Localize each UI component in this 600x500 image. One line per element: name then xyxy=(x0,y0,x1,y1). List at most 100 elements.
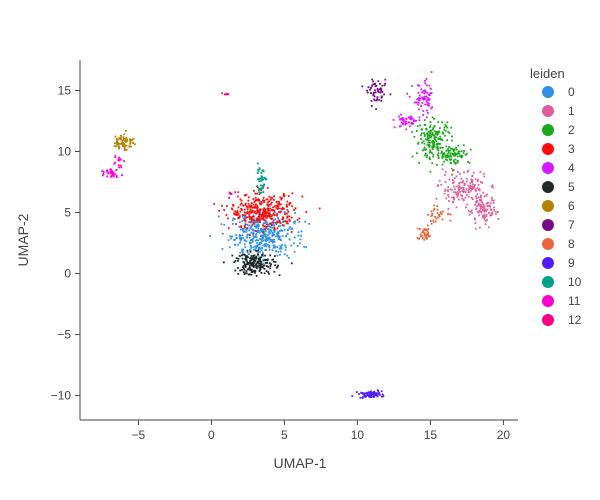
legend-item-9[interactable]: 9 xyxy=(542,256,575,270)
scatter-point xyxy=(117,158,120,161)
scatter-point xyxy=(428,104,430,107)
scatter-point xyxy=(430,92,433,94)
scatter-point xyxy=(486,218,488,221)
scatter-point xyxy=(413,101,416,104)
scatter-point xyxy=(262,218,265,221)
legend-item-11[interactable]: 11 xyxy=(542,294,581,308)
legend-item-2[interactable]: 2 xyxy=(542,123,575,137)
scatter-point xyxy=(239,251,242,254)
scatter-point xyxy=(122,136,125,139)
scatter-point xyxy=(283,207,285,210)
legend-item-8[interactable]: 8 xyxy=(542,237,575,251)
scatter-point xyxy=(262,259,265,262)
scatter-point xyxy=(116,141,119,144)
scatter-point xyxy=(254,221,256,224)
legend-item-7[interactable]: 7 xyxy=(542,218,575,232)
scatter-point xyxy=(425,116,428,119)
scatter-point xyxy=(264,219,267,222)
scatter-point xyxy=(281,224,284,226)
scatter-point xyxy=(458,152,461,155)
scatter-point xyxy=(248,266,251,269)
scatter-point xyxy=(296,245,299,247)
scatter-point xyxy=(232,204,235,207)
scatter-point xyxy=(477,196,480,199)
scatter-point xyxy=(268,236,271,239)
scatter-point xyxy=(242,204,245,207)
scatter-point xyxy=(262,235,264,238)
scatter-point xyxy=(480,210,483,213)
scatter-point xyxy=(265,223,268,226)
scatter-point xyxy=(109,172,112,175)
scatter-point xyxy=(436,154,439,156)
scatter-point xyxy=(436,145,439,148)
scatter-point xyxy=(294,212,296,215)
scatter-point xyxy=(293,250,296,253)
scatter-point xyxy=(262,266,264,269)
scatter-point xyxy=(252,270,255,272)
scatter-point xyxy=(241,208,243,211)
scatter-point xyxy=(455,206,458,209)
legend-item-10[interactable]: 10 xyxy=(542,275,582,289)
scatter-point xyxy=(271,226,274,229)
scatter-point xyxy=(412,122,414,125)
legend-item-6[interactable]: 6 xyxy=(542,199,575,213)
scatter-point xyxy=(277,232,280,235)
scatter-point xyxy=(458,181,461,184)
scatter-point xyxy=(118,159,121,162)
scatter-point xyxy=(380,96,383,99)
scatter-point xyxy=(261,263,263,266)
scatter-point xyxy=(275,200,278,203)
scatter-point xyxy=(282,218,285,220)
scatter-point xyxy=(478,226,481,229)
scatter-point xyxy=(405,128,408,131)
legend-item-0[interactable]: 0 xyxy=(542,85,575,99)
scatter-point xyxy=(483,215,486,218)
legend-item-5[interactable]: 5 xyxy=(542,180,575,194)
scatter-point xyxy=(429,151,432,153)
scatter-point xyxy=(246,260,249,263)
scatter-point xyxy=(423,98,426,100)
scatter-point xyxy=(259,211,262,214)
scatter-point xyxy=(424,154,427,157)
scatter-point xyxy=(432,209,435,212)
scatter-point xyxy=(444,123,447,126)
scatter-point xyxy=(470,189,472,192)
scatter-point xyxy=(436,216,439,219)
scatter-point xyxy=(429,149,432,152)
scatter-point xyxy=(112,172,115,174)
scatter-point xyxy=(241,254,243,257)
scatter-point xyxy=(253,261,256,264)
scatter-point xyxy=(362,396,365,398)
scatter-point xyxy=(483,205,486,208)
scatter-point xyxy=(485,194,488,197)
legend-item-1[interactable]: 1 xyxy=(542,104,575,118)
scatter-point xyxy=(240,226,243,228)
scatter-point xyxy=(266,225,269,227)
scatter-point xyxy=(372,83,375,86)
scatter-point xyxy=(233,239,236,241)
legend-item-3[interactable]: 3 xyxy=(542,142,575,156)
scatter-point xyxy=(252,222,255,225)
legend-item-12[interactable]: 12 xyxy=(542,313,582,327)
scatter-point xyxy=(439,135,442,138)
scatter-point xyxy=(252,221,255,223)
scatter-point xyxy=(370,105,373,107)
legend-label: 5 xyxy=(568,180,575,194)
scatter-point xyxy=(263,235,266,237)
scatter-point xyxy=(262,178,265,181)
scatter-point xyxy=(244,214,247,217)
scatter-point xyxy=(250,245,253,248)
scatter-point xyxy=(258,256,261,259)
scatter-point xyxy=(474,190,477,192)
scatter-point xyxy=(122,137,125,140)
scatter-point xyxy=(121,139,124,142)
scatter-point xyxy=(437,157,440,160)
scatter-point xyxy=(434,130,437,133)
scatter-point xyxy=(244,257,247,260)
scatter-point xyxy=(260,239,263,242)
scatter-point xyxy=(255,239,258,241)
scatter-point xyxy=(371,78,374,81)
legend-item-4[interactable]: 4 xyxy=(542,161,575,175)
scatter-point xyxy=(278,219,280,222)
